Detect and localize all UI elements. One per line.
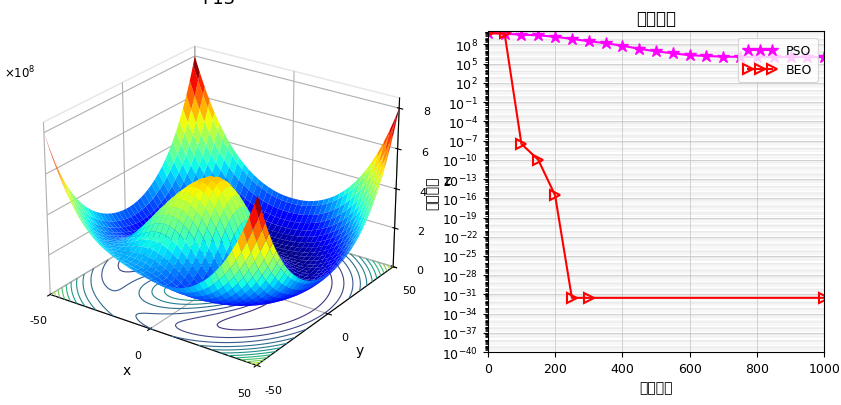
BEO: [819, 296, 829, 301]
PSO: [500, 32, 510, 37]
PSO: [685, 53, 695, 58]
PSO: [668, 52, 678, 57]
Title: F13: F13: [202, 0, 235, 8]
Line: PSO: PSO: [482, 28, 830, 64]
X-axis label: x: x: [123, 363, 131, 377]
BEO: [567, 296, 577, 301]
BEO: [500, 32, 510, 37]
BEO: [550, 193, 560, 198]
PSO: [769, 55, 779, 60]
PSO: [533, 34, 543, 39]
PSO: [701, 54, 711, 59]
PSO: [651, 50, 661, 55]
BEO: [516, 142, 526, 147]
PSO: [802, 55, 812, 60]
PSO: [617, 44, 627, 49]
BEO: [533, 158, 543, 163]
Y-axis label: 适应度值: 适应度值: [426, 176, 439, 209]
PSO: [785, 55, 796, 60]
PSO: [819, 55, 829, 60]
PSO: [516, 33, 526, 38]
PSO: [567, 37, 577, 42]
Line: BEO: BEO: [484, 30, 829, 303]
BEO: [483, 32, 493, 37]
PSO: [550, 35, 560, 40]
PSO: [718, 55, 728, 60]
PSO: [735, 55, 745, 60]
PSO: [584, 40, 594, 45]
Legend: PSO, BEO: PSO, BEO: [738, 38, 818, 83]
X-axis label: 迭代次数: 迭代次数: [639, 381, 673, 394]
Y-axis label: y: y: [356, 343, 364, 357]
PSO: [634, 47, 644, 52]
PSO: [483, 31, 493, 36]
Title: 收敛曲线: 收敛曲线: [636, 10, 676, 28]
PSO: [600, 42, 611, 47]
BEO: [584, 296, 594, 301]
Text: $\times10^{8}$: $\times10^{8}$: [4, 64, 36, 81]
PSO: [752, 55, 762, 60]
